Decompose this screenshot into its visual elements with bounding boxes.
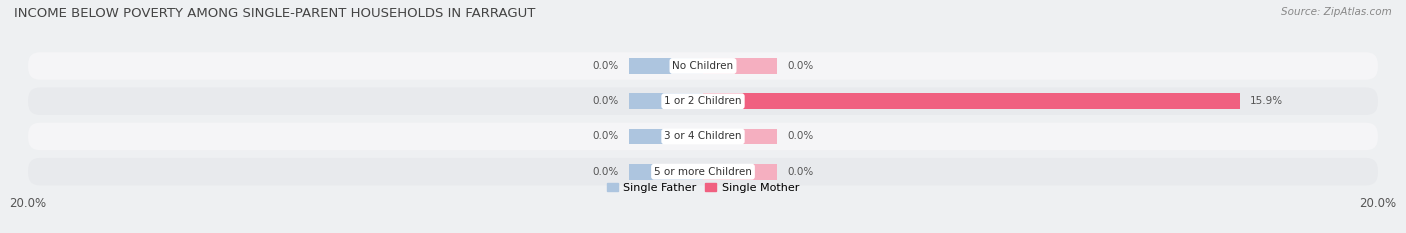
Bar	[703, 129, 778, 144]
Text: 0.0%: 0.0%	[592, 96, 619, 106]
FancyBboxPatch shape	[28, 87, 1378, 115]
Bar	[628, 164, 703, 180]
Text: 0.0%: 0.0%	[787, 167, 814, 177]
Bar	[703, 164, 778, 180]
FancyBboxPatch shape	[28, 52, 1378, 80]
Text: 0.0%: 0.0%	[592, 131, 619, 141]
Bar	[703, 58, 778, 74]
Text: Source: ZipAtlas.com: Source: ZipAtlas.com	[1281, 7, 1392, 17]
Text: 0.0%: 0.0%	[592, 167, 619, 177]
FancyBboxPatch shape	[28, 158, 1378, 185]
Text: 5 or more Children: 5 or more Children	[654, 167, 752, 177]
Bar	[628, 93, 703, 109]
Bar	[703, 93, 1240, 109]
Text: 15.9%: 15.9%	[1250, 96, 1282, 106]
Text: No Children: No Children	[672, 61, 734, 71]
Text: INCOME BELOW POVERTY AMONG SINGLE-PARENT HOUSEHOLDS IN FARRAGUT: INCOME BELOW POVERTY AMONG SINGLE-PARENT…	[14, 7, 536, 20]
Text: 1 or 2 Children: 1 or 2 Children	[664, 96, 742, 106]
Bar	[628, 58, 703, 74]
FancyBboxPatch shape	[28, 123, 1378, 150]
Legend: Single Father, Single Mother: Single Father, Single Mother	[602, 178, 804, 197]
Text: 0.0%: 0.0%	[787, 131, 814, 141]
Text: 0.0%: 0.0%	[592, 61, 619, 71]
Text: 0.0%: 0.0%	[787, 61, 814, 71]
Text: 3 or 4 Children: 3 or 4 Children	[664, 131, 742, 141]
Bar	[628, 129, 703, 144]
